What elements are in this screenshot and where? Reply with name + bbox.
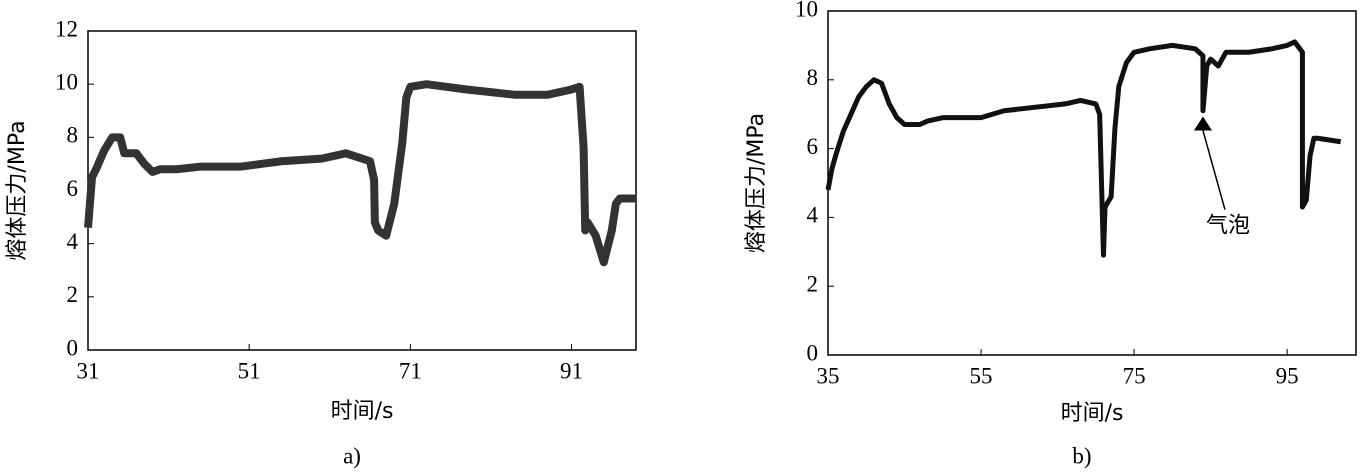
y-tick-label: 10 <box>795 0 818 21</box>
annotation-point <box>1193 116 1212 131</box>
x-tick-label: 95 <box>1276 363 1299 388</box>
x-tick-label: 35 <box>817 363 840 388</box>
x-tick-label: 55 <box>970 363 993 388</box>
annotation-arrow <box>1202 130 1226 210</box>
caption: b) <box>1072 443 1091 468</box>
x-tick-label: 31 <box>77 358 100 383</box>
x-tick-label: 91 <box>560 358 583 383</box>
y-tick-label: 4 <box>67 229 79 254</box>
x-tick-label: 75 <box>1123 363 1146 388</box>
y-tick-label: 0 <box>67 335 79 360</box>
y-tick-label: 6 <box>807 134 819 159</box>
y-tick-label: 2 <box>807 271 819 296</box>
y-tick-label: 2 <box>67 282 79 307</box>
data-line <box>84 80 636 267</box>
y-tick-label: 10 <box>55 69 78 94</box>
caption: a) <box>343 443 361 468</box>
data-line <box>825 39 1342 258</box>
y-tick-label: 8 <box>807 65 819 90</box>
x-axis-label: 时间/s <box>331 399 394 424</box>
y-tick-label: 8 <box>67 123 79 148</box>
x-axis-label: 时间/s <box>1061 401 1124 426</box>
y-tick-label: 12 <box>55 16 78 41</box>
y-axis-label: 熔体压力/MPa <box>5 120 30 260</box>
plot-frame <box>827 10 1357 356</box>
y-tick-label: 0 <box>807 340 819 365</box>
y-axis-label: 熔体压力/MPa <box>744 113 769 253</box>
x-tick-label: 71 <box>399 358 422 383</box>
annotation-text: 气泡 <box>1206 214 1250 239</box>
x-tick-label: 51 <box>238 358 261 383</box>
y-tick-label: 6 <box>67 176 79 201</box>
y-tick-label: 4 <box>807 203 819 228</box>
plot-frame <box>87 30 637 351</box>
